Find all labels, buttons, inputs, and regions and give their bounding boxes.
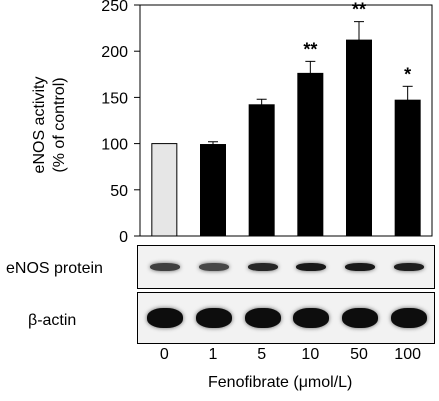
- blot-label-beta-actin: β-actin: [28, 312, 77, 329]
- plot-frame: [139, 4, 433, 237]
- blot-band: [345, 263, 375, 271]
- y-tick-label: 200: [101, 44, 128, 61]
- blot-label-enos: eNOS protein: [6, 260, 103, 277]
- blot-band: [293, 308, 330, 328]
- blot-band: [147, 308, 184, 328]
- bar: [248, 104, 275, 237]
- x-tick-label: 50: [350, 346, 368, 363]
- bar-chart: eNOS activity (% of control) 0 50 100 150 20…: [31, 0, 433, 245]
- significance-mark: **: [352, 0, 366, 20]
- blot-band: [196, 308, 232, 328]
- x-tick-label: 1: [208, 346, 218, 363]
- x-tick-label: 100: [394, 346, 421, 363]
- blot-band: [247, 263, 278, 271]
- x-tick-label: 5: [257, 346, 267, 363]
- bar: [394, 99, 421, 237]
- blot-band: [296, 263, 327, 271]
- blot-band: [199, 263, 229, 271]
- x-tick-label: 10: [301, 346, 320, 363]
- blot-enos: [137, 245, 435, 289]
- significance-mark: *: [404, 64, 411, 84]
- y-tick-label: 50: [110, 183, 128, 200]
- y-tick-label: 250: [101, 0, 128, 15]
- y-tick-label: 150: [101, 90, 128, 107]
- y-axis-title-line1: eNOS activity: [31, 77, 48, 174]
- bar: [346, 39, 372, 237]
- blot-band: [150, 263, 181, 271]
- blot-band: [393, 263, 424, 271]
- y-tick-label: 100: [101, 137, 128, 154]
- y-tick-label: 0: [119, 229, 128, 245]
- x-axis-title: Fenofibrate (μmol/L): [208, 374, 353, 391]
- blot-band: [390, 308, 427, 328]
- blot-band: [244, 308, 281, 328]
- bar: [200, 144, 226, 237]
- x-tick-label: 0: [159, 346, 169, 363]
- bar: [151, 143, 178, 237]
- y-axis-title-line2: (% of control): [51, 77, 68, 172]
- blot-beta-actin: [137, 292, 435, 344]
- significance-mark: **: [303, 39, 317, 59]
- blot-band: [342, 308, 378, 328]
- bar: [297, 72, 324, 237]
